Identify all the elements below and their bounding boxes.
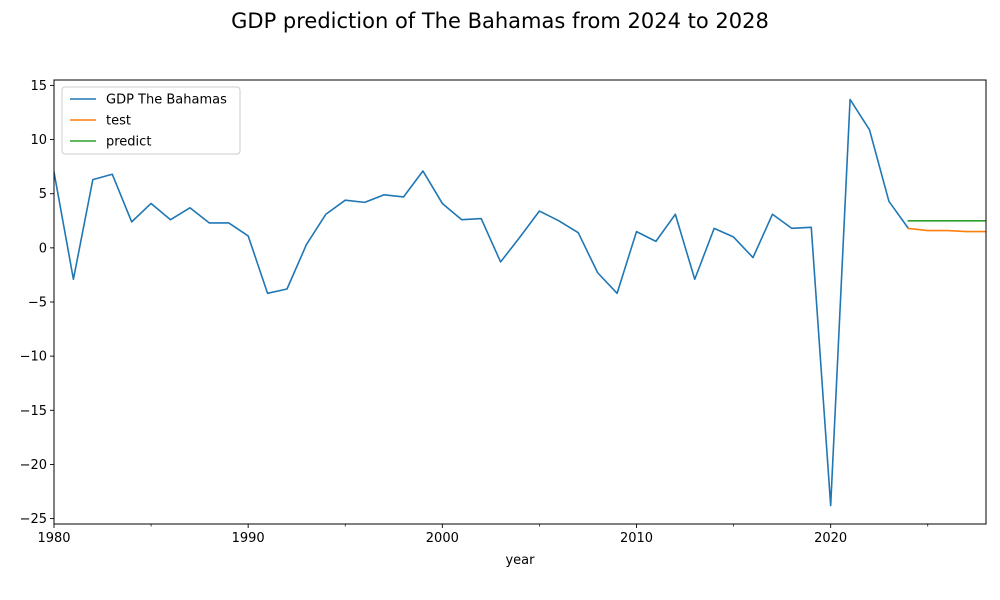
y-tick-label: −25 <box>20 512 47 527</box>
x-axis: 1980 1990 2000 2010 2020 <box>37 524 929 546</box>
y-tick-label: 15 <box>30 79 47 94</box>
x-tick-label: 1980 <box>37 531 70 546</box>
legend: GDP The Bahamas test predict <box>61 86 241 155</box>
legend-label-2: predict <box>106 135 151 150</box>
y-tick-label: −5 <box>28 296 47 311</box>
legend-frame <box>61 86 241 155</box>
legend-label-0: GDP The Bahamas <box>106 93 227 108</box>
y-tick-label: −20 <box>20 458 47 473</box>
y-tick-label: −10 <box>20 350 47 365</box>
y-tick-label: 0 <box>39 241 47 256</box>
series-line-0 <box>54 98 910 507</box>
legend-label-1: test <box>106 114 131 129</box>
y-tick-label: 10 <box>30 133 47 148</box>
x-axis-label: year <box>505 553 535 568</box>
y-tick-label: 5 <box>39 187 47 202</box>
x-tick-label: 2000 <box>426 531 459 546</box>
x-tick-label: 1990 <box>232 531 265 546</box>
series-line-1 <box>907 227 986 233</box>
plot-lines <box>54 98 986 507</box>
y-tick-label: −15 <box>20 404 47 419</box>
x-tick-label: 2010 <box>620 531 653 546</box>
x-tick-label: 2020 <box>814 531 847 546</box>
y-axis: −25 −20 −15 −10 −5 0 5 10 15 <box>20 79 54 527</box>
chart-title: GDP prediction of The Bahamas from 2024 … <box>231 9 769 33</box>
